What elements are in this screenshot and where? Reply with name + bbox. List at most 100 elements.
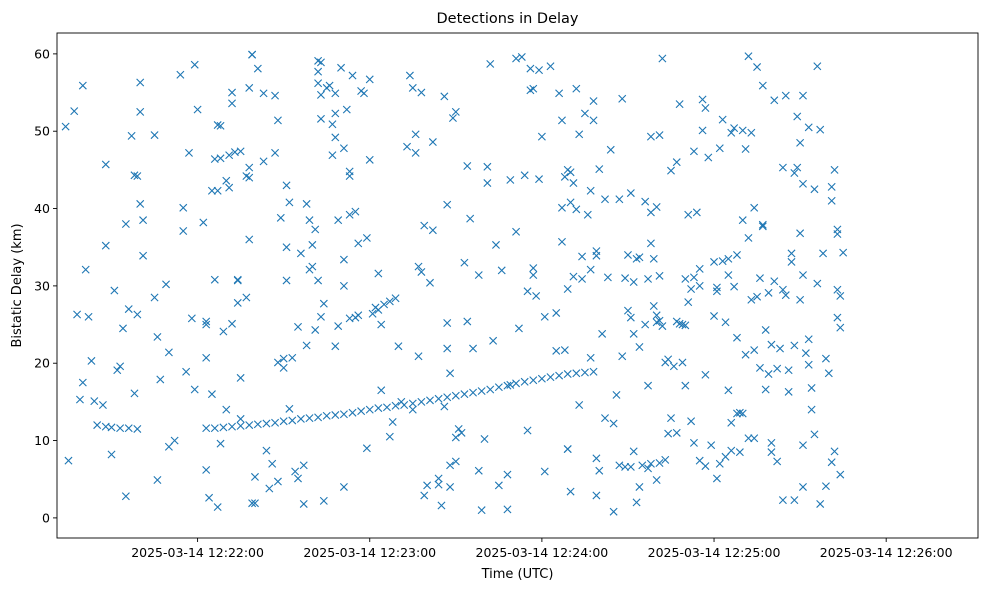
x-axis-ticks: 2025-03-14 12:22:00 2025-03-14 12:23:00 20… — [131, 538, 953, 560]
clutter-marker — [225, 183, 234, 192]
clutter-marker — [314, 67, 323, 76]
clutter-marker — [443, 344, 452, 353]
clutter-marker — [790, 341, 799, 350]
clutter-marker — [678, 358, 687, 367]
clutter-marker — [569, 179, 578, 188]
clutter-marker — [411, 130, 420, 139]
trajectory-marker — [494, 383, 503, 392]
chart-title: Detections in Delay — [436, 11, 578, 27]
clutter-marker — [351, 207, 360, 216]
clutter-marker — [187, 314, 196, 323]
clutter-marker — [483, 162, 492, 171]
clutter-marker — [644, 464, 653, 473]
clutter-marker — [681, 274, 690, 283]
clutter-marker — [750, 346, 759, 355]
clutter-marker — [689, 273, 698, 282]
clutter-marker — [202, 465, 211, 474]
trajectory-marker — [572, 369, 581, 378]
clutter-marker — [830, 165, 839, 174]
clutter-marker — [770, 277, 779, 286]
clutter-marker — [285, 404, 294, 413]
clutter-marker — [124, 305, 133, 314]
clutter-marker — [276, 213, 285, 222]
trajectory-marker — [357, 407, 366, 416]
clutter-marker — [388, 418, 397, 426]
clutter-marker — [580, 109, 589, 118]
clutter-marker — [345, 167, 354, 176]
clutter-marker — [632, 498, 641, 507]
clutter-marker — [463, 162, 472, 171]
clutter-marker — [236, 147, 245, 156]
clutter-marker — [778, 163, 787, 172]
clutter-marker — [689, 438, 698, 447]
clutter-marker — [296, 249, 305, 258]
clutter-marker — [87, 356, 96, 365]
clutter-marker — [311, 225, 320, 234]
clutter-marker — [302, 199, 311, 208]
clutter-marker — [259, 89, 268, 98]
clutter-marker — [179, 226, 188, 235]
trajectory-marker — [563, 370, 572, 379]
clutter-marker — [733, 409, 741, 418]
clutter-marker — [190, 60, 199, 69]
clutter-marker — [655, 316, 664, 325]
clutter-marker — [552, 308, 561, 317]
trajectory-marker — [391, 401, 400, 410]
clutter-marker — [377, 320, 386, 329]
clutter-marker — [678, 320, 687, 329]
clutter-marker — [331, 89, 340, 98]
clutter-marker — [136, 107, 145, 116]
clutter-marker — [724, 271, 733, 280]
clutter-marker — [202, 320, 211, 329]
clutter-marker — [798, 271, 807, 280]
clutter-marker — [738, 126, 747, 135]
clutter-marker — [503, 505, 512, 514]
clutter-marker — [798, 179, 807, 188]
clutter-marker — [245, 163, 254, 172]
clutter-marker — [233, 276, 242, 285]
clutter-marker — [526, 64, 535, 73]
trajectory-marker — [348, 408, 357, 417]
clutter-marker — [216, 439, 225, 448]
trajectory-marker — [426, 396, 434, 405]
trajectory-marker — [228, 422, 237, 431]
clutter-marker — [781, 91, 790, 100]
clutter-marker — [724, 386, 733, 395]
trajectory-marker — [503, 381, 512, 390]
trajectory-marker — [288, 416, 297, 425]
clutter-marker — [606, 145, 615, 154]
clutter-marker — [299, 499, 308, 508]
clutter-marker — [271, 91, 280, 100]
x-tick-label: 2025-03-14 12:25:00 — [648, 545, 781, 560]
clutter-marker — [621, 274, 630, 283]
clutter-marker — [420, 491, 429, 500]
clutter-marker — [592, 491, 601, 500]
clutter-marker — [483, 179, 492, 188]
clutter-marker — [451, 107, 460, 116]
clutter-marker — [78, 81, 87, 90]
clutter-marker — [664, 429, 673, 438]
clutter-marker — [213, 121, 222, 130]
clutter-marker — [566, 198, 575, 207]
clutter-marker — [245, 173, 254, 182]
clutter-marker — [575, 400, 584, 409]
clutter-marker — [285, 198, 294, 207]
clutter-marker — [248, 50, 257, 59]
clutter-marker — [572, 84, 581, 93]
clutter-marker — [638, 461, 647, 470]
clutter-marker — [712, 283, 721, 292]
x-tick-label: 2025-03-14 12:24:00 — [476, 545, 609, 560]
clutter-marker — [575, 130, 584, 139]
clutter-marker — [139, 216, 148, 225]
clutter-marker — [687, 284, 696, 293]
clutter-marker — [701, 462, 710, 471]
clutter-marker — [758, 222, 767, 231]
clutter-marker — [738, 409, 747, 418]
clutter-marker — [701, 370, 710, 379]
clutter-marker — [417, 267, 426, 276]
clutter-marker — [655, 131, 664, 140]
clutter-marker — [486, 59, 495, 68]
clutter-marker — [750, 203, 759, 212]
trajectory-marker — [451, 391, 460, 400]
